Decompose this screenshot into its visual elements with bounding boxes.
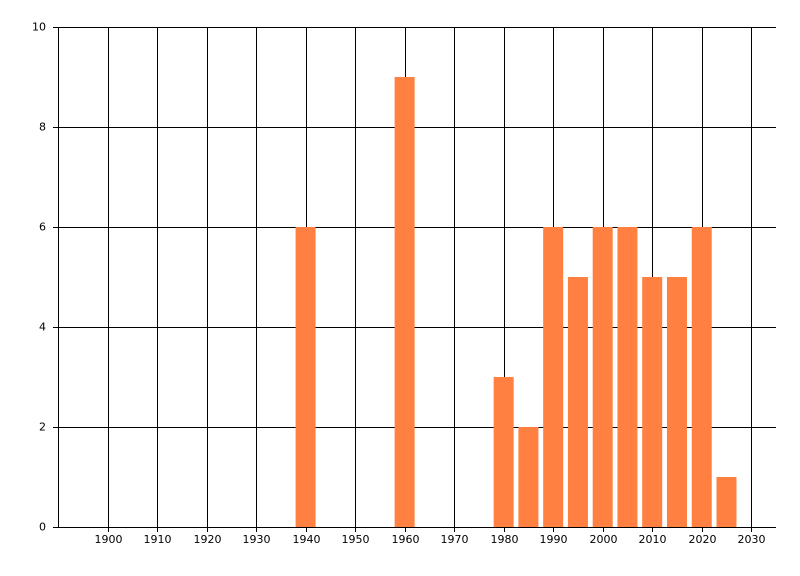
x-tick-label: 1930 [243,533,271,546]
bar [617,227,638,527]
x-tick-label: 2000 [590,533,618,546]
bar [518,427,539,527]
x-tick-label: 2010 [639,533,667,546]
x-tick-label: 1990 [540,533,568,546]
bar [493,377,514,527]
y-tick-label: 8 [39,121,46,134]
y-tick-label: 10 [32,21,46,34]
bar [394,77,415,527]
x-tick-label: 2030 [738,533,766,546]
x-tick-label: 1920 [194,533,222,546]
bar [642,277,663,527]
bar [295,227,316,527]
x-tick-label: 1910 [144,533,172,546]
x-tick-label: 1900 [95,533,123,546]
bar [543,227,564,527]
y-tick-label: 4 [39,321,46,334]
x-tick-label: 1980 [491,533,519,546]
bar [716,477,737,527]
x-tick-label: 1940 [293,533,321,546]
bar [691,227,712,527]
x-tick-label: 2020 [689,533,717,546]
bar [567,277,588,527]
y-tick-label: 0 [39,521,46,534]
x-tick-label: 1950 [342,533,370,546]
y-tick-label: 6 [39,221,46,234]
bar [592,227,613,527]
y-tick-label: 2 [39,421,46,434]
x-tick-label: 1970 [441,533,469,546]
bar [666,277,687,527]
x-tick-label: 1960 [392,533,420,546]
